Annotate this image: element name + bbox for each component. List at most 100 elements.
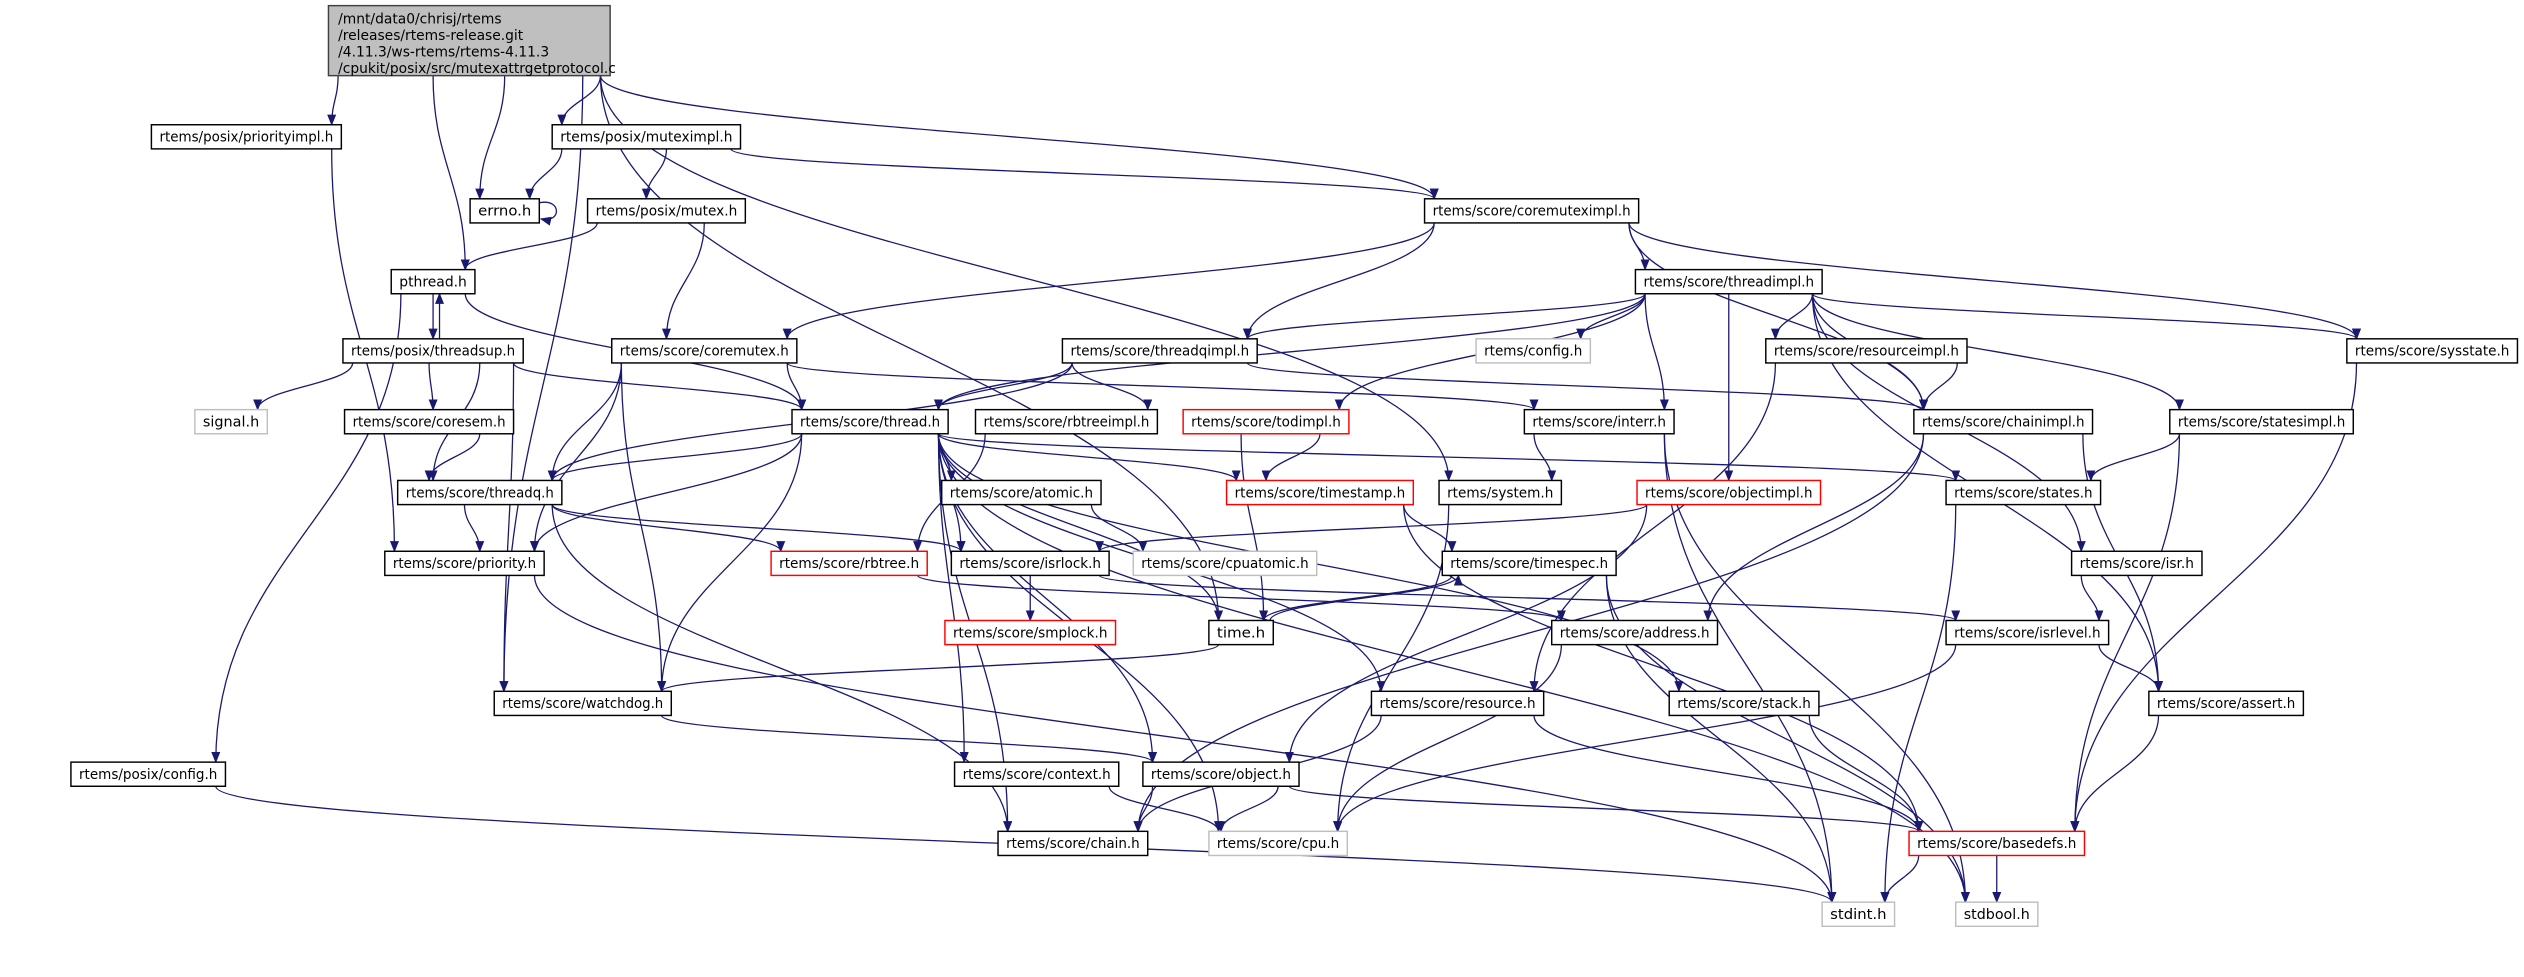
node-watchdog[interactable]: rtems/score/watchdog.h bbox=[493, 690, 673, 717]
node-box bbox=[343, 408, 515, 435]
node-coresem[interactable]: rtems/score/coresem.h bbox=[343, 408, 515, 435]
node-label: rtems/score/threadqimpl.h bbox=[1070, 344, 1249, 360]
node-coremuteximpl[interactable]: rtems/score/coremuteximpl.h bbox=[1423, 198, 1640, 224]
node-thread[interactable]: rtems/score/thread.h bbox=[791, 408, 949, 435]
node-context[interactable]: rtems/score/context.h bbox=[953, 761, 1120, 787]
node-box bbox=[1636, 479, 1822, 506]
edge-mutex-to-coremutex bbox=[661, 222, 705, 340]
node-box bbox=[2070, 550, 2203, 577]
edge-priority-to-stdint bbox=[533, 575, 1837, 904]
node-threadqimpl[interactable]: rtems/score/threadqimpl.h bbox=[1061, 338, 1258, 364]
edge-object-to-basedefs bbox=[1288, 785, 1923, 833]
edge-interr-to-system bbox=[1533, 433, 1557, 482]
node-errno[interactable]: errno.h bbox=[469, 198, 541, 224]
edge-rbtree-to-address bbox=[916, 574, 1566, 622]
edge-coremuteximpl-to-sysstate bbox=[1628, 222, 2361, 340]
edge-resource-to-basedefs bbox=[1533, 715, 1924, 833]
edge-mutex-to-pthread bbox=[460, 222, 598, 271]
node-stdint[interactable]: stdint.h bbox=[1821, 901, 1896, 928]
node-threadimpl[interactable]: rtems/score/threadimpl.h bbox=[1634, 268, 1823, 295]
node-atomic[interactable]: rtems/score/atomic.h bbox=[940, 479, 1102, 506]
edge-main-to-priorityimpl bbox=[327, 75, 339, 126]
node-threadq[interactable]: rtems/score/threadq.h bbox=[396, 479, 563, 506]
edge-interr-to-stdbool bbox=[1663, 433, 1970, 904]
node-chainimpl[interactable]: rtems/score/chainimpl.h bbox=[1913, 408, 2094, 435]
node-isrlock[interactable]: rtems/score/isrlock.h bbox=[950, 550, 1110, 577]
node-address[interactable]: rtems/score/address.h bbox=[1550, 619, 1719, 646]
node-mutex[interactable]: rtems/posix/mutex.h bbox=[586, 198, 747, 224]
node-box bbox=[1438, 479, 1563, 506]
node-box bbox=[953, 761, 1120, 787]
node-stack[interactable]: rtems/score/stack.h bbox=[1668, 690, 1820, 717]
node-label: rtems/score/thread.h bbox=[800, 415, 940, 431]
node-timespec[interactable]: rtems/score/timespec.h bbox=[1441, 550, 1617, 577]
node-isr[interactable]: rtems/score/isr.h bbox=[2070, 550, 2203, 577]
edge-main-to-watchdog bbox=[499, 75, 584, 693]
edge-threadimpl-to-statesimpl bbox=[1811, 293, 2184, 411]
node-box bbox=[1441, 550, 1617, 577]
node-box bbox=[1132, 550, 1318, 577]
node-states[interactable]: rtems/score/states.h bbox=[1945, 479, 2102, 506]
node-muteximpl[interactable]: rtems/posix/muteximpl.h bbox=[551, 124, 742, 150]
node-rbtreeimpl[interactable]: rtems/score/rbtreeimpl.h bbox=[974, 408, 1159, 435]
node-basedefs[interactable]: rtems/score/basedefs.h bbox=[1908, 830, 2086, 857]
node-interr[interactable]: rtems/score/interr.h bbox=[1523, 408, 1675, 435]
node-isrlevel[interactable]: rtems/score/isrlevel.h bbox=[1945, 619, 2110, 646]
node-box bbox=[396, 479, 563, 506]
node-label: rtems/score/assert.h bbox=[2157, 696, 2295, 712]
edge-coremuteximpl-to-chainimpl bbox=[1628, 222, 1928, 411]
node-box bbox=[1668, 690, 1820, 717]
node-label: rtems/posix/muteximpl.h bbox=[560, 130, 732, 146]
node-label: pthread.h bbox=[399, 275, 467, 291]
node-label: rtems/posix/mutex.h bbox=[596, 204, 738, 220]
node-objectimpl[interactable]: rtems/score/objectimpl.h bbox=[1636, 479, 1822, 506]
node-coremutex[interactable]: rtems/score/coremutex.h bbox=[611, 338, 798, 364]
edge-main-to-pthread bbox=[432, 75, 470, 271]
node-cpuatomic[interactable]: rtems/score/cpuatomic.h bbox=[1132, 550, 1318, 577]
node-timestamp[interactable]: rtems/score/timestamp.h bbox=[1225, 479, 1415, 506]
node-priorityimpl[interactable]: rtems/posix/priorityimpl.h bbox=[150, 124, 343, 150]
edge-main-to-muteximpl bbox=[557, 75, 602, 126]
edge-errno-to-errno bbox=[539, 201, 557, 226]
node-chain[interactable]: rtems/score/chain.h bbox=[997, 830, 1149, 857]
node-main[interactable]: /mnt/data0/chrisj/rtems/releases/rtems-r… bbox=[327, 4, 616, 77]
node-stdbool[interactable]: stdbool.h bbox=[1954, 901, 2039, 928]
node-label: rtems/score/statesimpl.h bbox=[2178, 415, 2345, 431]
node-signal[interactable]: signal.h bbox=[194, 408, 269, 435]
node-box bbox=[327, 4, 611, 77]
node-smplock[interactable]: rtems/score/smplock.h bbox=[944, 619, 1117, 646]
edge-objectimpl-to-isrlock bbox=[1095, 504, 1648, 553]
node-config[interactable]: rtems/config.h bbox=[1475, 338, 1592, 364]
node-rbtree[interactable]: rtems/score/rbtree.h bbox=[770, 550, 928, 577]
node-label: rtems/score/object.h bbox=[1151, 767, 1291, 783]
edge-threadimpl-to-sysstate bbox=[1811, 293, 2361, 340]
node-resourceimpl[interactable]: rtems/score/resourceimpl.h bbox=[1765, 338, 1968, 364]
edge-coresem-to-threadq bbox=[424, 433, 481, 482]
node-todimpl[interactable]: rtems/score/todimpl.h bbox=[1182, 408, 1350, 435]
node-resource[interactable]: rtems/score/resource.h bbox=[1370, 690, 1545, 717]
edge-atomic-to-cpuatomic bbox=[1090, 504, 1148, 553]
node-label: rtems/score/coremuteximpl.h bbox=[1433, 204, 1631, 220]
node-time[interactable]: time.h bbox=[1208, 619, 1274, 646]
node-statesimpl[interactable]: rtems/score/statesimpl.h bbox=[2169, 408, 2355, 435]
node-system[interactable]: rtems/system.h bbox=[1438, 479, 1563, 506]
node-box bbox=[1523, 408, 1675, 435]
node-sysstate[interactable]: rtems/score/sysstate.h bbox=[2346, 338, 2519, 364]
node-object[interactable]: rtems/score/object.h bbox=[1142, 761, 1300, 787]
node-label: rtems/score/threadimpl.h bbox=[1643, 275, 1814, 291]
node-posixconfig[interactable]: rtems/posix/config.h bbox=[70, 761, 227, 787]
edge-threadimpl-to-interr bbox=[1644, 293, 1669, 411]
edge-muteximpl-to-mutex bbox=[641, 148, 668, 200]
node-box bbox=[940, 479, 1102, 506]
node-label: rtems/score/context.h bbox=[963, 767, 1111, 783]
node-box bbox=[1954, 901, 2039, 928]
node-assert[interactable]: rtems/score/assert.h bbox=[2148, 690, 2305, 717]
node-pthread[interactable]: pthread.h bbox=[390, 268, 476, 295]
node-threadsup[interactable]: rtems/posix/threadsup.h bbox=[342, 338, 524, 364]
node-box bbox=[1370, 690, 1545, 717]
node-cpu[interactable]: rtems/score/cpu.h bbox=[1208, 830, 1349, 857]
node-priority[interactable]: rtems/score/priority.h bbox=[384, 550, 545, 577]
node-label: rtems/score/states.h bbox=[1954, 485, 2092, 501]
node-box bbox=[469, 198, 541, 224]
edge-object-to-cpu bbox=[1216, 786, 1279, 833]
